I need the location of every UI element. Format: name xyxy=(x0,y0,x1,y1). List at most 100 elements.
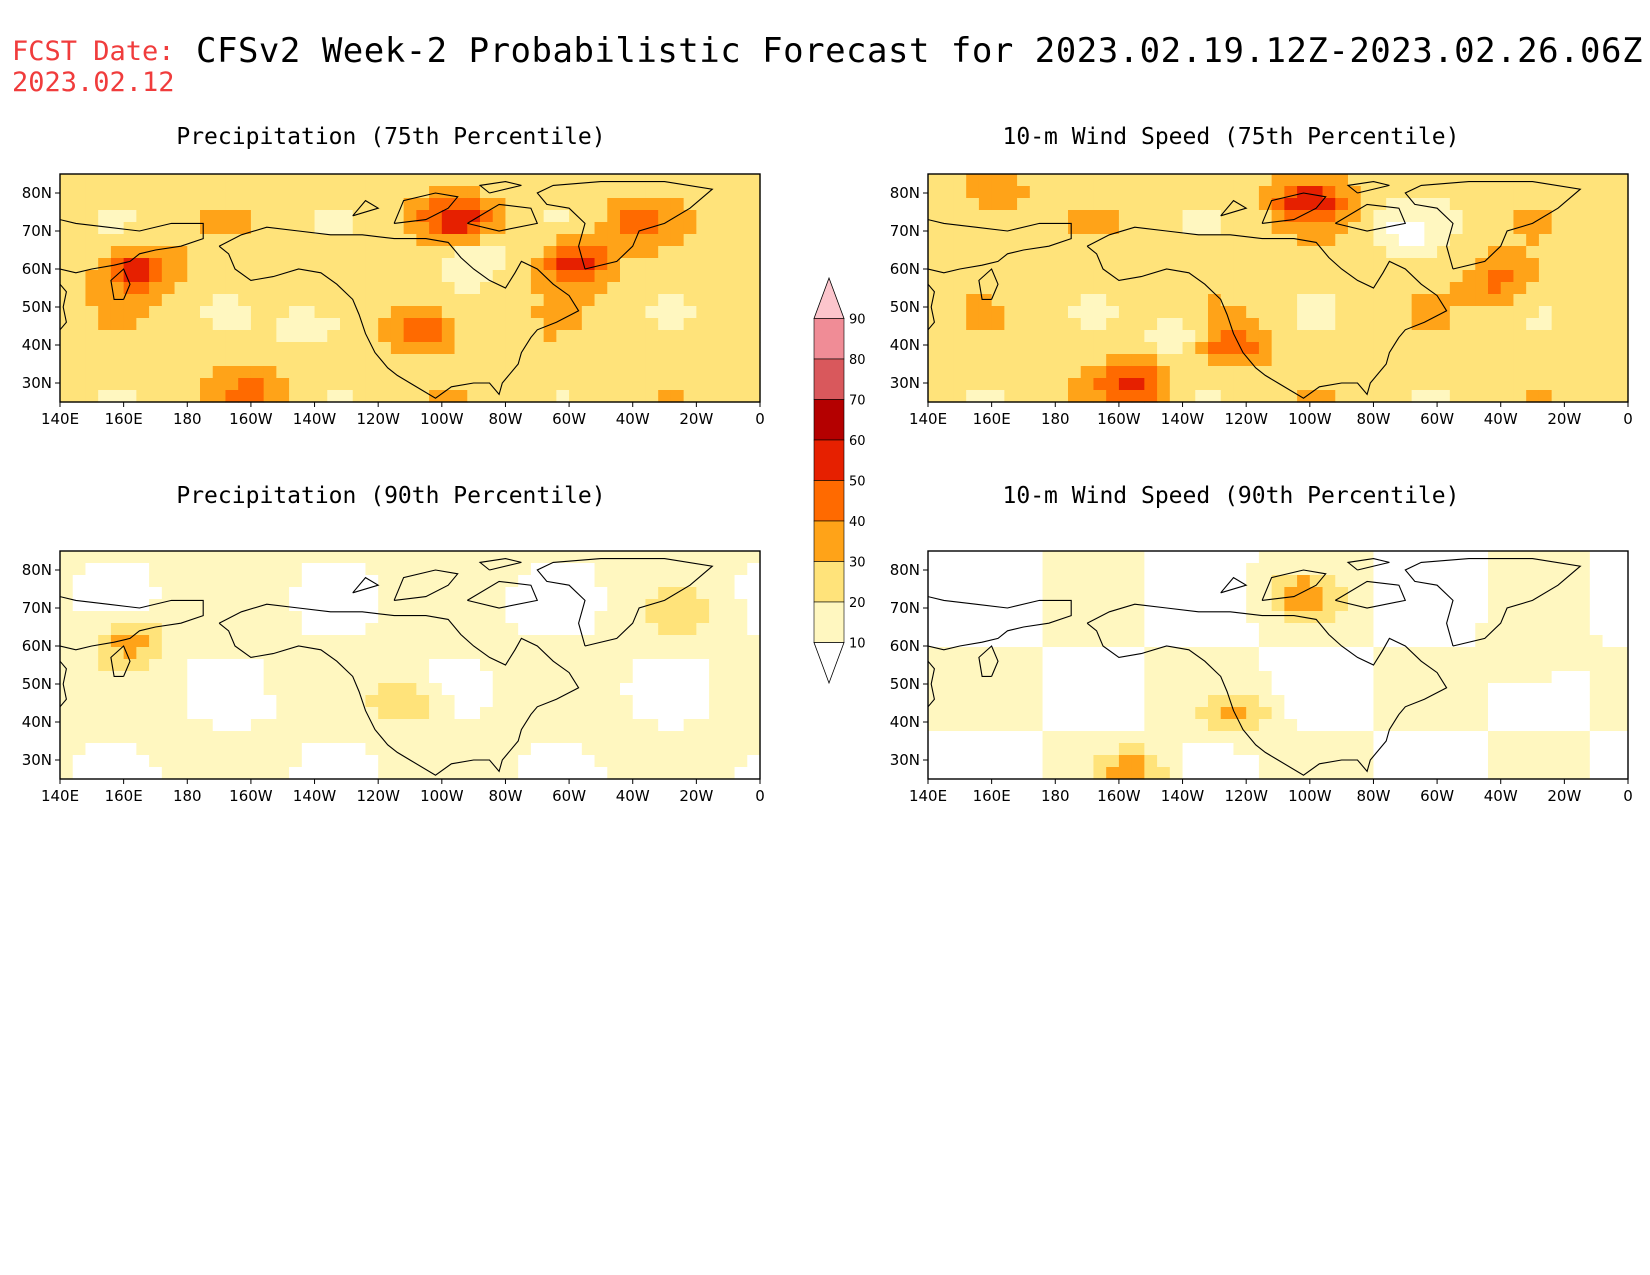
grid-cell xyxy=(1564,563,1578,576)
grid-cell xyxy=(1182,647,1196,660)
lat-tick-label: 60N xyxy=(890,260,920,278)
grid-cell xyxy=(174,378,188,391)
grid-cell xyxy=(1373,647,1387,660)
grid-cell xyxy=(696,234,710,247)
grid-cell xyxy=(1093,294,1107,307)
grid-cell xyxy=(1118,378,1133,391)
grid-cell xyxy=(492,635,507,648)
grid-cell xyxy=(1462,755,1476,768)
grid-cell xyxy=(454,378,468,391)
grid-cell xyxy=(1093,282,1107,295)
grid-cell xyxy=(1488,390,1502,403)
grid-cell xyxy=(365,174,379,187)
grid-cell xyxy=(645,563,659,576)
grid-cell xyxy=(632,258,647,271)
grid-cell xyxy=(940,719,955,732)
grid-cell xyxy=(1055,294,1069,307)
grid-cell xyxy=(1042,294,1056,307)
grid-cell xyxy=(340,695,354,708)
grid-cell xyxy=(1475,587,1489,600)
grid-cell xyxy=(1462,198,1476,211)
grid-cell xyxy=(747,767,761,780)
grid-cell xyxy=(1004,234,1018,247)
grid-cell xyxy=(301,695,316,708)
grid-cell xyxy=(390,683,405,696)
grid-cell xyxy=(1462,695,1476,708)
grid-cell xyxy=(85,378,99,391)
grid-cell xyxy=(1449,222,1464,235)
grid-cell xyxy=(301,354,316,367)
grid-cell xyxy=(594,222,608,235)
grid-cell xyxy=(454,563,468,576)
grid-cell xyxy=(1233,647,1247,660)
grid-cell xyxy=(85,611,99,624)
grid-cell xyxy=(1093,647,1107,660)
grid-cell xyxy=(250,551,265,564)
grid-cell xyxy=(1195,294,1209,307)
grid-cell xyxy=(1182,318,1196,331)
grid-cell xyxy=(721,234,736,247)
grid-cell xyxy=(1335,330,1349,343)
grid-cell xyxy=(1004,282,1018,295)
grid-cell xyxy=(1449,743,1464,756)
grid-cell xyxy=(620,186,634,199)
grid-cell xyxy=(556,186,570,199)
grid-cell xyxy=(352,198,367,211)
grid-cell xyxy=(1309,354,1324,367)
grid-cell xyxy=(352,719,367,732)
grid-cell xyxy=(1449,246,1464,259)
grid-cell xyxy=(940,366,955,379)
grid-cell xyxy=(556,599,570,612)
grid-cell xyxy=(1360,246,1375,259)
grid-cell xyxy=(1551,378,1565,391)
grid-cell xyxy=(556,575,570,588)
grid-cell xyxy=(620,731,634,744)
grid-cell xyxy=(301,659,316,672)
grid-cell xyxy=(441,246,456,259)
grid-cell xyxy=(569,210,583,223)
grid-cell xyxy=(1284,378,1298,391)
grid-cell xyxy=(480,647,494,660)
grid-cell xyxy=(340,354,354,367)
grid-cell xyxy=(187,282,201,295)
grid-cell xyxy=(1144,174,1158,187)
grid-cell xyxy=(365,210,379,223)
grid-cell xyxy=(530,611,545,624)
grid-cell xyxy=(518,330,532,343)
grid-cell xyxy=(1246,198,1260,211)
grid-cell xyxy=(607,354,621,367)
grid-cell xyxy=(1220,599,1235,612)
grid-cell xyxy=(1475,599,1489,612)
grid-cell xyxy=(556,635,570,648)
grid-cell xyxy=(1577,366,1591,379)
grid-cell xyxy=(953,318,967,331)
grid-cell xyxy=(1144,743,1158,756)
grid-cell xyxy=(1004,611,1018,624)
lat-tick-label: 60N xyxy=(22,637,52,655)
grid-cell xyxy=(1564,599,1578,612)
grid-cell xyxy=(1017,294,1031,307)
grid-cell xyxy=(1551,174,1565,187)
grid-cell xyxy=(492,246,507,259)
grid-cell xyxy=(314,258,328,271)
grid-cell xyxy=(1093,342,1107,355)
grid-cell xyxy=(709,575,723,588)
grid-cell xyxy=(683,354,697,367)
grid-cell xyxy=(492,611,507,624)
grid-cell xyxy=(978,623,993,636)
grid-cell xyxy=(1208,767,1222,780)
grid-cell xyxy=(149,246,163,259)
grid-cell xyxy=(1398,366,1413,379)
grid-cell xyxy=(1360,647,1375,660)
grid-cell xyxy=(978,246,993,259)
coastline xyxy=(60,283,67,331)
grid-cell xyxy=(390,330,405,343)
grid-cell xyxy=(1258,743,1273,756)
grid-cell xyxy=(1526,719,1540,732)
grid-cell xyxy=(1029,330,1044,343)
lon-tick-label: 180 xyxy=(173,410,202,428)
grid-cell xyxy=(225,258,239,271)
grid-cell xyxy=(966,767,980,780)
grid-cell xyxy=(747,551,761,564)
grid-cell xyxy=(1322,755,1336,768)
